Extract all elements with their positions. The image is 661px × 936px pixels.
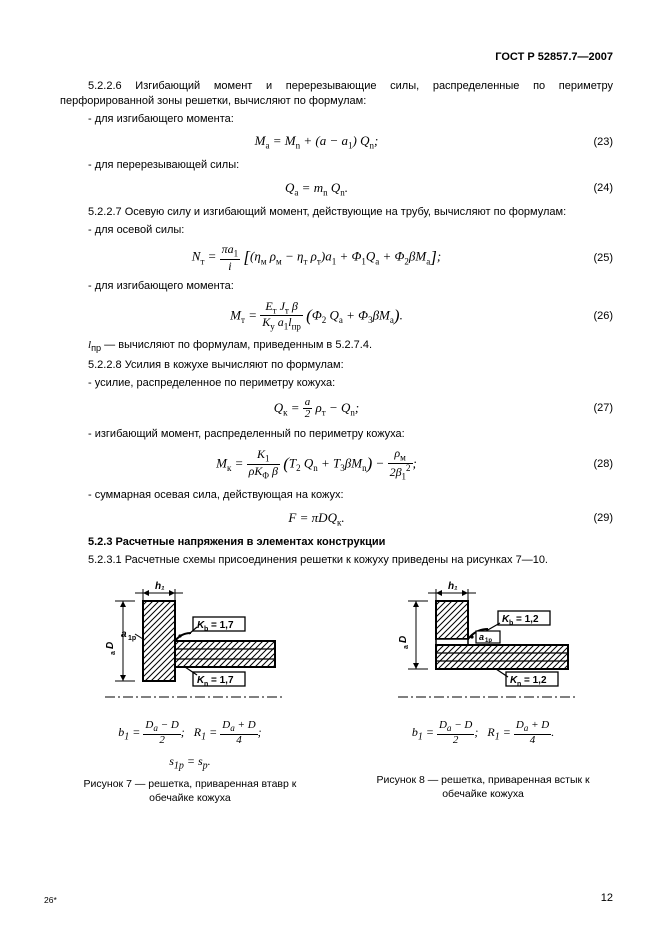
svg-text:n: n xyxy=(204,681,208,688)
eq-29-num: (29) xyxy=(573,511,613,526)
para-5228b: - изгибающий момент, распределенный по п… xyxy=(60,427,613,442)
svg-text:h₁: h₁ xyxy=(448,581,458,592)
eq-24: Qa = mn Qn. (24) xyxy=(60,179,613,199)
header-code: ГОСТ Р 52857.7—2007 xyxy=(60,50,613,65)
svg-text:= 1,7: = 1,7 xyxy=(211,620,234,631)
svg-text:= 1,2: = 1,2 xyxy=(516,614,539,625)
eq-25: Nт = πa1i [(ηм ρм − ηт ρт)a1 + Φ1Qa + Φ2… xyxy=(60,243,613,272)
svg-text:= 1,2: = 1,2 xyxy=(524,675,547,686)
para-lpr: lпр — вычисляют по формулам, приведенным… xyxy=(60,338,613,355)
eq-24-num: (24) xyxy=(573,181,613,196)
eq-27: Qк = a2 ρт − Qn; (27) xyxy=(60,397,613,421)
svg-text:a: a xyxy=(121,629,127,640)
svg-text:a: a xyxy=(403,645,410,649)
svg-text:D: D xyxy=(398,636,409,643)
figure-7: h₁ K b = 1,7 K n xyxy=(60,579,320,804)
fig7-eq2: s1p = sp. xyxy=(60,753,320,773)
svg-text:1p: 1p xyxy=(485,638,492,644)
eq-27-num: (27) xyxy=(573,401,613,416)
page-num-left: 26* xyxy=(44,895,57,906)
svg-text:h₁: h₁ xyxy=(155,581,165,592)
para-5227: 5.2.2.7 Осевую силу и изгибающий момент,… xyxy=(60,205,613,220)
para-5228c: - суммарная осевая сила, действующая на … xyxy=(60,488,613,503)
eq-23: Ma = Mn + (a − a1) Qn; (23) xyxy=(60,132,613,152)
svg-text:a: a xyxy=(479,632,484,642)
eq-29: F = πDQк. (29) xyxy=(60,509,613,529)
fig8-eq1: b1 = Da − D2; R1 = Da + D4. xyxy=(353,720,613,746)
fig7-eq1: b1 = Da − D2; R1 = Da + D4; xyxy=(60,720,320,746)
svg-text:1p: 1p xyxy=(128,635,136,642)
para-5226b: - для перерезывающей силы: xyxy=(60,158,613,173)
para-5226: 5.2.2.6 Изгибающий момент и перерезывающ… xyxy=(60,79,613,109)
svg-text:D: D xyxy=(105,642,116,649)
fig8-caption: Рисунок 8 — решетка, приваренная встык к… xyxy=(353,773,613,801)
svg-text:a: a xyxy=(110,651,117,655)
svg-text:n: n xyxy=(517,681,521,688)
eq-26: Mт = Eт Jт βKy a1lпр (Φ2 Qa + Φ3βMa). (2… xyxy=(60,300,613,333)
page-num-right: 12 xyxy=(601,891,613,906)
para-5228: 5.2.2.8 Усилия в кожухе вычисляют по фор… xyxy=(60,358,613,373)
figure-8: h₁ K b = 1,2 a xyxy=(353,579,613,804)
svg-text:b: b xyxy=(509,620,513,627)
eq-23-num: (23) xyxy=(573,135,613,150)
eq-28: Mк = K1ρKΦ β (T2 Qn + T3βMn) − ρм2β12; (… xyxy=(60,447,613,482)
svg-text:b: b xyxy=(204,626,208,633)
svg-text:= 1,7: = 1,7 xyxy=(211,675,234,686)
eq-25-num: (25) xyxy=(573,251,613,266)
para-5231: 5.2.3.1 Расчетные схемы присоединения ре… xyxy=(60,553,613,568)
para-5228a: - усилие, распределенное по периметру ко… xyxy=(60,376,613,391)
para-5226a: - для изгибающего момента: xyxy=(60,112,613,127)
fig7-caption: Рисунок 7 — решетка, приваренная втавр к… xyxy=(60,777,320,805)
para-5227a: - для осевой силы: xyxy=(60,223,613,238)
eq-28-num: (28) xyxy=(573,457,613,472)
eq-26-num: (26) xyxy=(573,309,613,324)
section-523: 5.2.3 Расчетные напряжения в элементах к… xyxy=(60,535,613,550)
para-5227b: - для изгибающего момента: xyxy=(60,279,613,294)
